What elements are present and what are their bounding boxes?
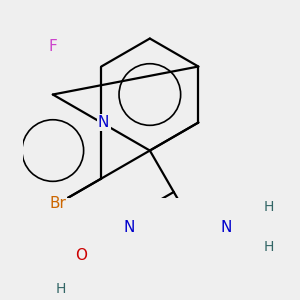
Text: N: N	[124, 220, 135, 235]
Text: O: O	[75, 248, 87, 262]
Text: N: N	[221, 220, 232, 235]
Text: Br: Br	[49, 196, 66, 211]
Text: F: F	[48, 39, 57, 54]
Text: H: H	[263, 200, 274, 214]
Text: H: H	[56, 282, 66, 296]
Text: N: N	[98, 115, 109, 130]
Text: H: H	[263, 240, 274, 254]
